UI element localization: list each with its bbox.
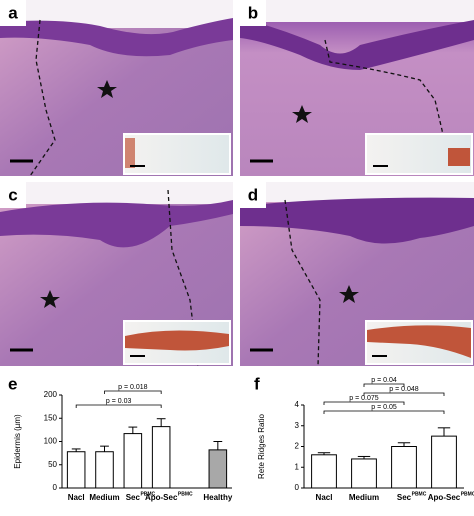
- y-tick-label: 1: [295, 462, 300, 471]
- x-tick-label: Nacl: [316, 493, 333, 502]
- y-axis-label: Epidermis (µm): [13, 414, 22, 469]
- bar: [151, 426, 171, 489]
- bar: [351, 458, 377, 489]
- y-tick-label: 2: [295, 442, 300, 451]
- x-tick-superscript: PBMC: [178, 491, 193, 497]
- p-value: p = 0.048: [389, 386, 418, 393]
- p-value: p = 0.03: [106, 398, 132, 405]
- y-axis-label: Rete Ridges Ratio: [257, 413, 266, 478]
- significance-bracket: [75, 404, 162, 408]
- y-tick-label: 200: [44, 390, 58, 399]
- bar: [431, 435, 457, 489]
- panel-label: d: [248, 185, 258, 204]
- x-tick-label: Apo-Sec: [145, 493, 178, 502]
- significance-bracket: [323, 410, 445, 414]
- bar: [311, 454, 337, 489]
- y-tick-label: 100: [44, 437, 58, 446]
- significance-bracket: [104, 390, 162, 394]
- significance-bracket: [363, 392, 445, 396]
- bar: [95, 451, 114, 489]
- bar: [123, 433, 143, 489]
- panel-label: a: [8, 3, 18, 22]
- panel-label: f: [254, 374, 260, 393]
- y-tick-label: 0: [295, 483, 300, 492]
- p-value: p = 0.018: [118, 384, 147, 391]
- bar: [208, 449, 228, 489]
- x-tick-superscript: PBMC: [461, 491, 474, 497]
- panel-d: d: [240, 182, 474, 367]
- p-value: p = 0.04: [371, 377, 397, 384]
- y-tick-label: 4: [295, 400, 300, 409]
- x-tick-label: Healthy: [203, 493, 232, 502]
- x-tick-label: Sec: [126, 493, 141, 502]
- x-tick-label: Medium: [89, 493, 119, 502]
- panel-label: c: [8, 185, 17, 204]
- significance-bracket: [323, 401, 405, 405]
- panel-label: e: [8, 374, 17, 393]
- x-tick-superscript: PBMC: [140, 491, 155, 497]
- x-tick-label: Nacl: [68, 493, 85, 502]
- y-tick-label: 0: [53, 483, 58, 492]
- p-value: p = 0.075: [349, 395, 378, 402]
- significance-bracket: [363, 383, 405, 387]
- panel-label: b: [248, 3, 258, 22]
- p-value: p = 0.05: [371, 404, 397, 411]
- x-tick-label: Medium: [349, 493, 379, 502]
- x-tick-superscript: PBMC: [412, 491, 427, 497]
- x-tick-label: Apo-Sec: [428, 493, 461, 502]
- x-tick-label: Sec: [397, 493, 412, 502]
- panel-b: b: [240, 0, 474, 177]
- bar: [391, 446, 417, 489]
- y-tick-label: 150: [44, 413, 58, 422]
- bar: [66, 451, 86, 489]
- panel-a: a: [0, 0, 233, 177]
- panel-c: c: [0, 182, 233, 367]
- y-tick-label: 3: [295, 421, 300, 430]
- y-tick-label: 50: [48, 460, 57, 469]
